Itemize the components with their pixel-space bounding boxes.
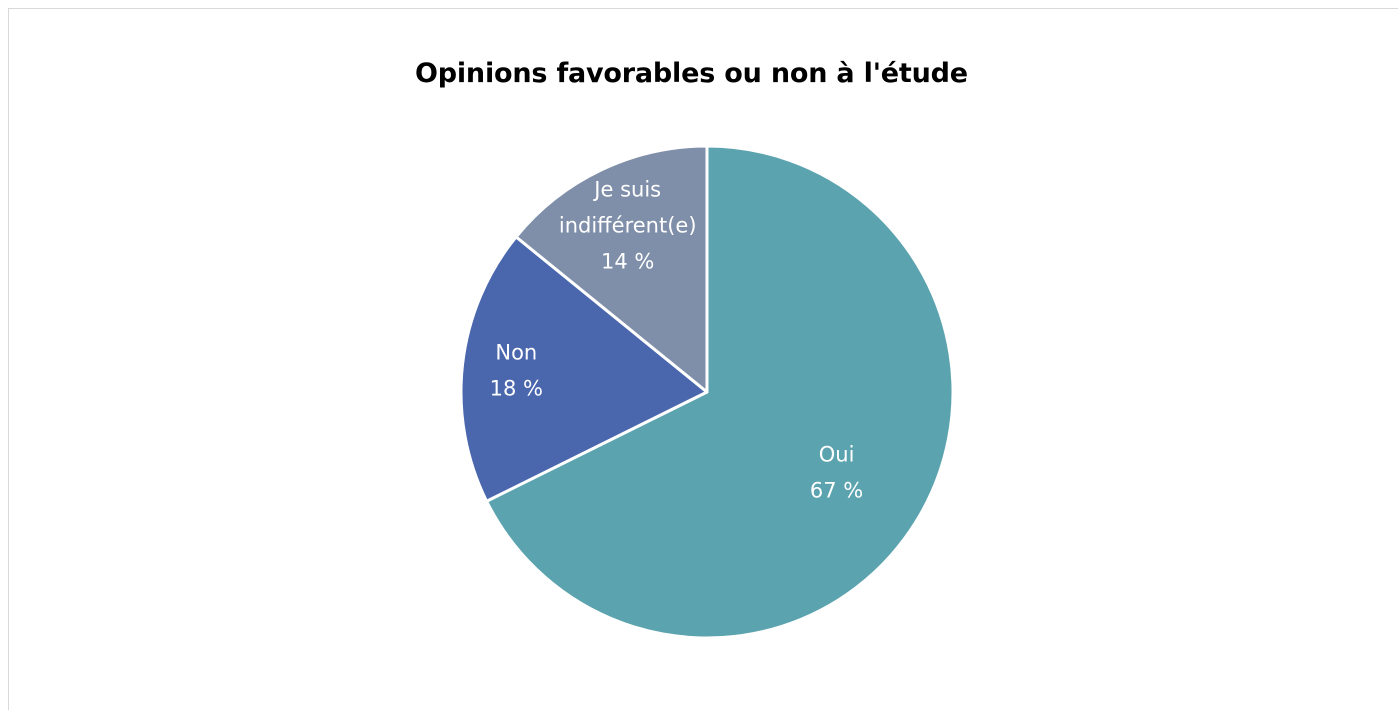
data-label-line: Je suis xyxy=(592,177,661,201)
pie-slice-je-suis-indiff-rent-e xyxy=(514,144,709,394)
data-label-non: Non 18 % xyxy=(490,341,543,401)
data-label-je-suis-indiff-rent-e: Je suis indifférent(e) 14 % xyxy=(559,177,697,273)
data-label-line: 67 % xyxy=(810,478,863,502)
data-label-line: 18 % xyxy=(490,377,543,401)
data-label-line: Non xyxy=(495,341,537,365)
data-label-oui: Oui 67 % xyxy=(810,442,863,502)
chart-title: Opinions favorables ou non à l'étude xyxy=(415,58,968,89)
chart-area xyxy=(8,8,1398,710)
data-label-line: 14 % xyxy=(601,249,654,273)
data-label-line: indifférent(e) xyxy=(559,213,697,237)
pie-slice-non xyxy=(459,235,709,503)
data-label-line: Oui xyxy=(819,442,855,466)
pie-slice-oui xyxy=(485,144,955,640)
